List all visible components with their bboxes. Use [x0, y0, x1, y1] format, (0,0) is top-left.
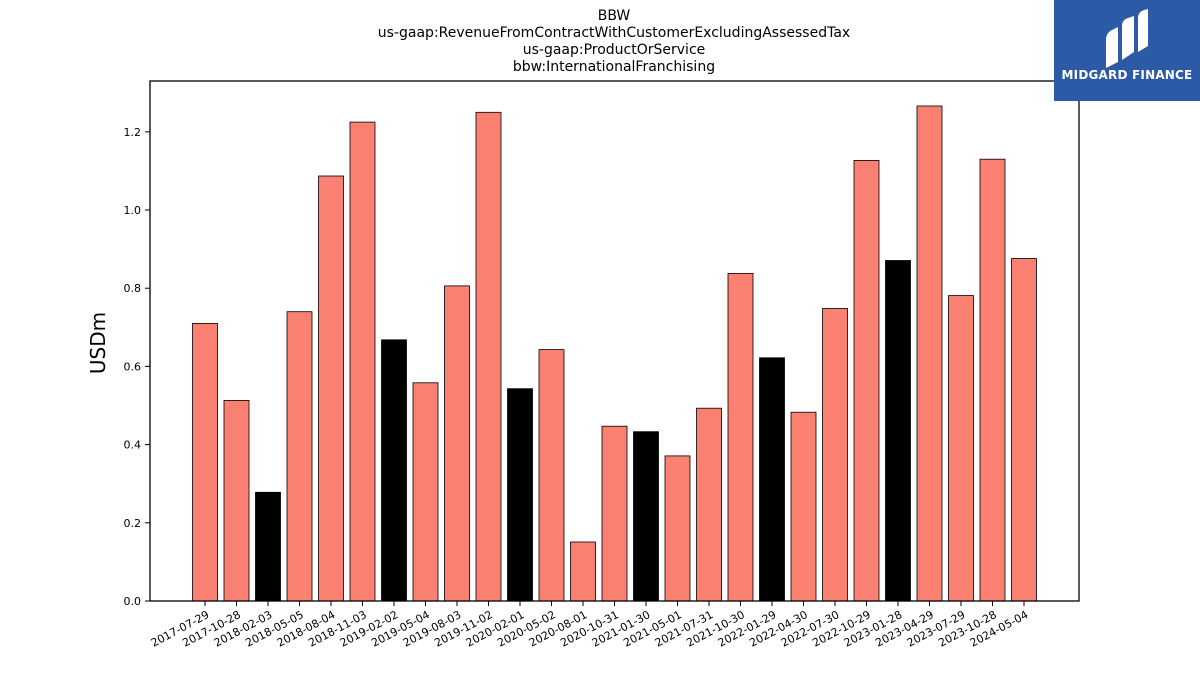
chart-title-line: bbw:InternationalFranchising [513, 59, 715, 75]
midgard-logo-icon [1106, 9, 1148, 68]
bar [507, 388, 533, 602]
bar [727, 272, 754, 602]
bar [286, 311, 313, 602]
bar [255, 491, 281, 602]
y-tick-label: 0.6 [124, 360, 142, 373]
bar [1011, 258, 1037, 602]
bar [475, 111, 502, 602]
bar [948, 295, 974, 602]
bar [759, 357, 785, 602]
chart-title: BBWus-gaap:RevenueFromContractWithCustom… [378, 8, 850, 75]
bar [853, 159, 880, 602]
bar [349, 121, 376, 602]
bar [633, 431, 659, 602]
bar [979, 158, 1006, 602]
y-tick-label: 0.2 [124, 517, 142, 530]
bar [381, 339, 407, 602]
chart-title-line: us-gaap:RevenueFromContractWithCustomerE… [378, 25, 850, 41]
y-tick-label: 1.2 [124, 126, 142, 139]
y-tick-label: 0.4 [124, 439, 142, 452]
x-axis-ticks: 2017-07-292017-10-282018-02-032018-05-05… [149, 601, 1030, 650]
chart-title-line: us-gaap:ProductOrService [523, 42, 706, 58]
bar [885, 260, 911, 602]
bar [318, 175, 344, 602]
y-tick-label: 0.8 [124, 282, 142, 295]
midgard-finance-logo: MIDGARD FINANCE [1054, 0, 1200, 101]
bar [570, 541, 596, 602]
y-axis-label: USDm [86, 312, 110, 374]
bar [412, 382, 439, 602]
bar [696, 407, 722, 602]
bar [664, 455, 691, 602]
chart-title-line: BBW [598, 8, 631, 24]
bar [601, 425, 628, 602]
bar [916, 105, 943, 602]
bars-group [192, 105, 1037, 602]
y-tick-label: 0.0 [124, 595, 142, 608]
y-axis-ticks: 0.0 0.2 0.4 0.6 0.8 1.0 1.2 [124, 126, 150, 608]
logo-text: MIDGARD FINANCE [1061, 68, 1193, 82]
bar [444, 285, 470, 602]
y-tick-label: 1.0 [124, 204, 142, 217]
bar [790, 411, 817, 602]
bar [192, 322, 218, 602]
bar [538, 349, 565, 602]
bar [822, 308, 848, 602]
bar [223, 399, 250, 602]
